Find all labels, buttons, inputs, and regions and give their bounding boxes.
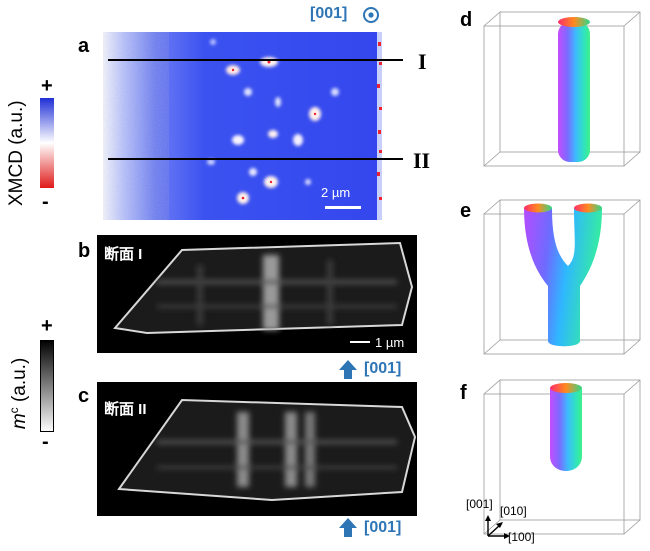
cut-label-I: I xyxy=(418,49,427,74)
tube-d xyxy=(558,22,590,162)
panel-e-3d-render xyxy=(483,199,641,355)
panel-a-scale-bar xyxy=(325,206,361,209)
mc-axis-sup: c xyxy=(6,407,21,414)
mc-colorbar xyxy=(40,340,54,432)
cross-section-I-image xyxy=(97,235,417,353)
cut-lines xyxy=(108,59,403,160)
panel-b-scale-bar xyxy=(350,341,370,343)
xmcd-edge-noise xyxy=(377,32,393,220)
axis-label-100: [100] xyxy=(508,530,535,544)
cross-section-II-features xyxy=(157,412,397,487)
panel-label-d: d xyxy=(460,9,473,31)
cut-label-II: II xyxy=(413,148,431,173)
xmcd-plus: + xyxy=(41,75,53,97)
panel-c-title: 断面 II xyxy=(104,401,147,418)
mc-minus: - xyxy=(42,431,49,453)
panel-b-arrow-icon xyxy=(339,360,357,379)
panel-label-b: b xyxy=(78,240,91,262)
xmcd-minus: - xyxy=(42,191,49,213)
mc-axis-rest: (a.u.) xyxy=(9,357,31,408)
tube-e-cap-left xyxy=(524,203,552,213)
panel-a-scale-text: 2 µm xyxy=(321,185,351,200)
xmcd-axis-label-text: XMCD (a.u.) xyxy=(6,100,27,206)
cross-section-II-image xyxy=(97,382,417,516)
panel-d-3d-render xyxy=(483,11,641,167)
panel-label-e: e xyxy=(460,200,472,222)
xmcd-image xyxy=(103,32,393,220)
mc-plus: + xyxy=(41,315,53,337)
panel-label-c: c xyxy=(78,385,90,407)
panel-f-3d-render xyxy=(483,379,641,539)
panel-c-arrow-icon xyxy=(339,518,357,537)
tube-d-cap xyxy=(558,17,590,27)
xmcd-colorbar xyxy=(40,98,54,188)
panel-a-direction: [001] xyxy=(310,5,347,23)
tube-e xyxy=(524,208,602,347)
axis-label-010: [010] xyxy=(500,504,527,518)
xmcd-spot-cores xyxy=(231,60,317,200)
panel-c-direction: [001] xyxy=(364,519,402,536)
cross-section-I-features xyxy=(157,255,397,330)
panel-b-scale-text: 1 µm xyxy=(375,335,405,350)
panel-a-direction-icon xyxy=(363,7,379,23)
panel-label-a: a xyxy=(78,35,90,57)
axis-label-001: [001] xyxy=(466,497,493,511)
mc-axis-label-text: mc (a.u.) xyxy=(7,349,31,429)
xmcd-axis-label: XMCD (a.u.) xyxy=(0,100,72,206)
panel-b-direction: [001] xyxy=(364,360,402,377)
tube-f-cap xyxy=(550,383,582,393)
panel-a-direction-text: [001] xyxy=(310,5,348,22)
tube-e-cap-right xyxy=(574,203,602,213)
axes-arrows-icon xyxy=(485,515,510,539)
tube-f xyxy=(550,388,582,471)
mc-axis-italic: m xyxy=(9,413,31,430)
panel-b-title: 断面 I xyxy=(104,246,143,263)
panel-label-f: f xyxy=(460,382,467,404)
